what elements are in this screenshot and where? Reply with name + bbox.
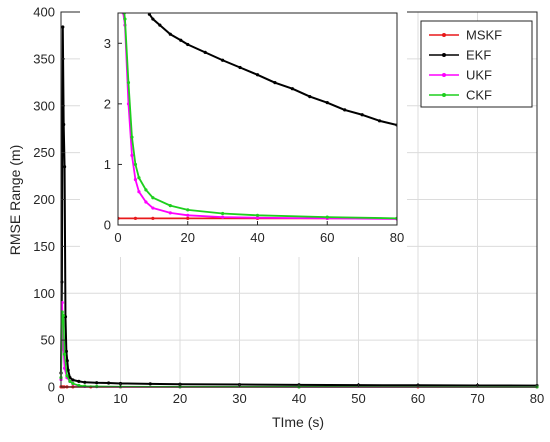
inset-data-point-ckf xyxy=(169,204,172,207)
inset-data-point-ckf xyxy=(130,136,133,139)
legend-marker-ekf xyxy=(442,53,446,57)
legend: MSKF EKF UKF CKF xyxy=(421,21,532,107)
inset-y-tick-label: 1 xyxy=(104,157,111,172)
x-axis-label: TIme (s) xyxy=(272,414,324,430)
inset-data-point-ekf xyxy=(308,95,311,98)
y-tick-label: 200 xyxy=(33,192,55,207)
inset-data-point-ekf xyxy=(378,119,381,122)
inset-data-point-ckf xyxy=(127,81,130,84)
legend-label-ekf: EKF xyxy=(466,48,491,63)
x-tick-label: 40 xyxy=(292,391,306,406)
inset-data-point-ukf xyxy=(221,216,224,219)
legend-label-ckf: CKF xyxy=(466,88,492,103)
inset-data-point-ckf xyxy=(134,163,137,166)
legend-label-mskf: MSKF xyxy=(466,28,502,43)
data-point-ckf xyxy=(71,382,74,385)
y-tick-label: 250 xyxy=(33,145,55,160)
data-point-ekf xyxy=(63,165,66,168)
inset-data-point-ckf xyxy=(151,196,154,199)
inset-x-tick-label: 60 xyxy=(320,230,334,245)
x-tick-label: 70 xyxy=(470,391,484,406)
inset-x-tick-label: 0 xyxy=(114,230,121,245)
y-tick-label: 400 xyxy=(33,5,55,20)
inset-data-point-ekf xyxy=(256,73,259,76)
y-tick-label: 350 xyxy=(33,51,55,66)
inset-data-point-ckf xyxy=(123,17,126,20)
y-tick-label: 50 xyxy=(41,333,55,348)
x-tick-label: 60 xyxy=(411,391,425,406)
inset-data-point-ukf xyxy=(137,190,140,193)
inset-data-point-ekf xyxy=(238,66,241,69)
inset-data-point-ukf xyxy=(134,178,137,181)
inset-y-tick-label: 3 xyxy=(104,36,111,51)
inset-plot: 0 20 40 60 80 0 1 2 3 xyxy=(80,5,407,257)
inset-y-tick-label: 2 xyxy=(104,96,111,111)
inset-data-point-mskf xyxy=(186,217,189,220)
x-tick-label: 10 xyxy=(113,391,127,406)
x-tick-label: 30 xyxy=(232,391,246,406)
inset-data-point-ukf xyxy=(151,206,154,209)
inset-data-point-ukf xyxy=(186,214,189,217)
inset-x-tick-label: 80 xyxy=(390,230,404,245)
inset-y-tick-label: 0 xyxy=(104,218,111,233)
x-tick-label: 0 xyxy=(57,391,64,406)
data-point-ckf xyxy=(65,374,68,377)
data-point-ekf xyxy=(77,380,80,383)
inset-data-point-ekf xyxy=(186,43,189,46)
inset-data-point-ukf xyxy=(144,200,147,203)
data-point-ekf xyxy=(62,123,65,126)
inset-data-point-ekf xyxy=(343,108,346,111)
inset-data-point-mskf xyxy=(151,217,154,220)
inset-x-tick-label: 20 xyxy=(181,230,195,245)
data-point-ekf xyxy=(61,25,64,28)
y-tick-label: 300 xyxy=(33,98,55,113)
inset-data-point-ekf xyxy=(221,59,224,62)
inset-plot-background xyxy=(118,13,397,225)
inset-data-point-ukf xyxy=(169,211,172,214)
y-axis-label: RMSE Range (m) xyxy=(7,145,23,255)
data-point-ekf xyxy=(107,381,110,384)
legend-marker-ukf xyxy=(442,73,446,77)
inset-data-point-ekf xyxy=(151,17,154,20)
inset-data-point-ckf xyxy=(144,188,147,191)
inset-data-point-ekf xyxy=(273,81,276,84)
y-tick-label: 0 xyxy=(48,380,55,395)
legend-marker-mskf xyxy=(442,33,446,37)
data-point-ckf xyxy=(95,385,98,388)
inset-data-point-ckf xyxy=(137,176,140,179)
inset-data-point-ckf xyxy=(326,216,329,219)
inset-data-point-ekf xyxy=(179,39,182,42)
inset-data-point-ekf xyxy=(361,113,364,116)
inset-data-point-ukf xyxy=(130,154,133,157)
legend-marker-ckf xyxy=(442,93,446,97)
inset-data-point-ekf xyxy=(326,101,329,104)
data-point-ckf xyxy=(68,380,71,383)
data-point-ckf xyxy=(62,314,65,317)
data-point-ekf xyxy=(95,381,98,384)
y-tick-label: 150 xyxy=(33,239,55,254)
data-point-ekf xyxy=(71,378,74,381)
inset-data-point-ekf xyxy=(158,24,161,27)
legend-label-ukf: UKF xyxy=(466,68,492,83)
inset-data-point-ekf xyxy=(291,87,294,90)
y-tick-label: 100 xyxy=(33,286,55,301)
x-tick-label: 80 xyxy=(530,391,544,406)
x-tick-label: 20 xyxy=(173,391,187,406)
inset-data-point-ckf xyxy=(186,208,189,211)
data-point-ekf xyxy=(149,382,152,385)
x-tick-label: 50 xyxy=(351,391,365,406)
inset-data-point-mskf xyxy=(134,217,137,220)
data-point-ckf xyxy=(63,353,66,356)
inset-x-tick-label: 40 xyxy=(250,230,264,245)
inset-data-point-ekf xyxy=(204,51,207,54)
inset-data-point-ekf xyxy=(169,33,172,36)
data-point-ekf xyxy=(83,381,86,384)
inset-data-point-ckf xyxy=(221,212,224,215)
inset-data-point-ckf xyxy=(256,214,259,217)
